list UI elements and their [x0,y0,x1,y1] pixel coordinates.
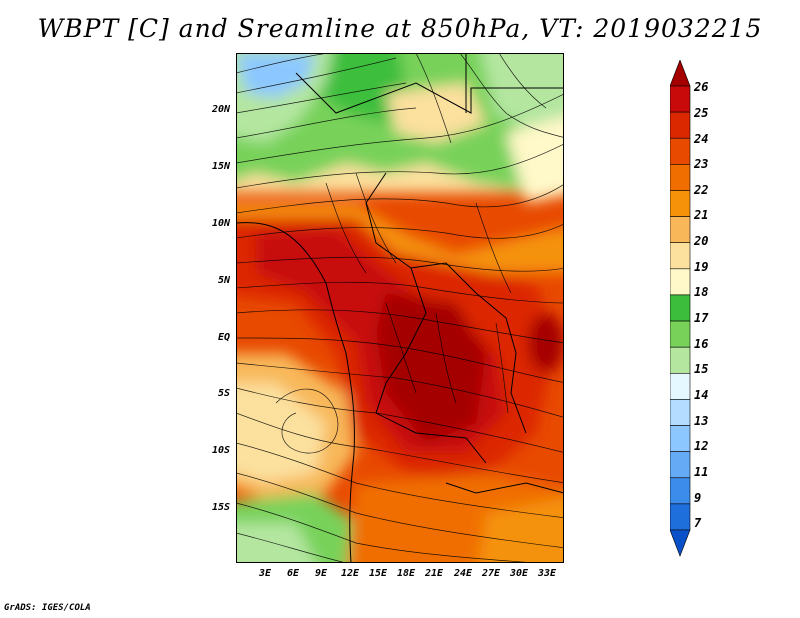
colorbar-label: 24 [694,132,709,146]
x-tick-label: 6E [286,568,300,579]
colorbar-label: 20 [694,234,709,248]
colorbar-segment [670,242,691,270]
colorbar-label: 16 [694,337,709,351]
colorbar-segment [670,529,691,557]
country-borders [236,53,564,563]
colorbar-segment [670,425,691,452]
x-tick-label: 18E [396,568,416,579]
x-tick-label: 21E [424,568,444,579]
y-tick-label: 15S [211,502,230,513]
colorbar-label: 22 [694,183,709,197]
colorbar-segment [670,190,691,217]
y-tick-label: 5N [217,275,230,286]
x-tick-label: 12E [340,568,360,579]
y-tick-label: 10N [211,218,230,229]
colorbar-label: 18 [694,285,709,299]
colorbar-segment [670,346,691,374]
colorbar-segment [670,85,691,113]
colorbar-label: 15 [694,362,709,376]
colorbar-label: 21 [694,208,709,222]
credit-text: GrADS: IGES/COLA [4,603,91,613]
colorbar-segment [670,294,691,322]
colorbar-segment [670,503,691,531]
streamlines [236,53,564,563]
colorbar-segment [670,137,691,165]
map-title: WBPT [C] and Sreamline at 850hPa, VT: 20… [37,14,763,43]
x-tick-label: 30E [509,568,529,579]
colorbar-label: 11 [694,465,709,479]
colorbar-segment [670,216,691,244]
colorbar-label: 7 [694,516,702,530]
x-tick-label: 24E [453,568,473,579]
colorbar [670,60,691,557]
colorbar-segment [670,111,691,139]
y-tick-label: 5S [217,388,230,399]
wbpt-streamline-map [236,53,564,563]
colorbar-segment [670,164,691,191]
colorbar-label: 26 [694,80,709,94]
colorbar-label: 25 [694,106,709,120]
y-tick-label: EQ [217,332,230,343]
x-tick-label: 3E [258,568,272,579]
colorbar-segment [670,451,691,479]
x-tick-label: 33E [537,568,557,579]
colorbar-segment [670,477,691,505]
colorbar-label: 23 [694,157,709,171]
colorbar-segment [670,60,691,87]
colorbar-segment [670,372,691,400]
x-tick-label: 9E [314,568,328,579]
colorbar-label: 19 [694,260,709,274]
colorbar-segment [670,320,691,348]
y-tick-label: 10S [211,445,230,456]
y-tick-label: 15N [211,161,230,172]
colorbar-label: 14 [694,388,709,402]
colorbar-label: 9 [694,491,702,505]
colorbar-segment [670,399,691,426]
colorbar-label: 12 [694,439,709,453]
colorbar-segment [670,268,691,296]
y-tick-label: 20N [211,104,230,115]
colorbar-label: 13 [694,414,709,428]
colorbar-label: 17 [694,311,709,325]
x-tick-label: 15E [368,568,388,579]
x-tick-label: 27E [481,568,501,579]
